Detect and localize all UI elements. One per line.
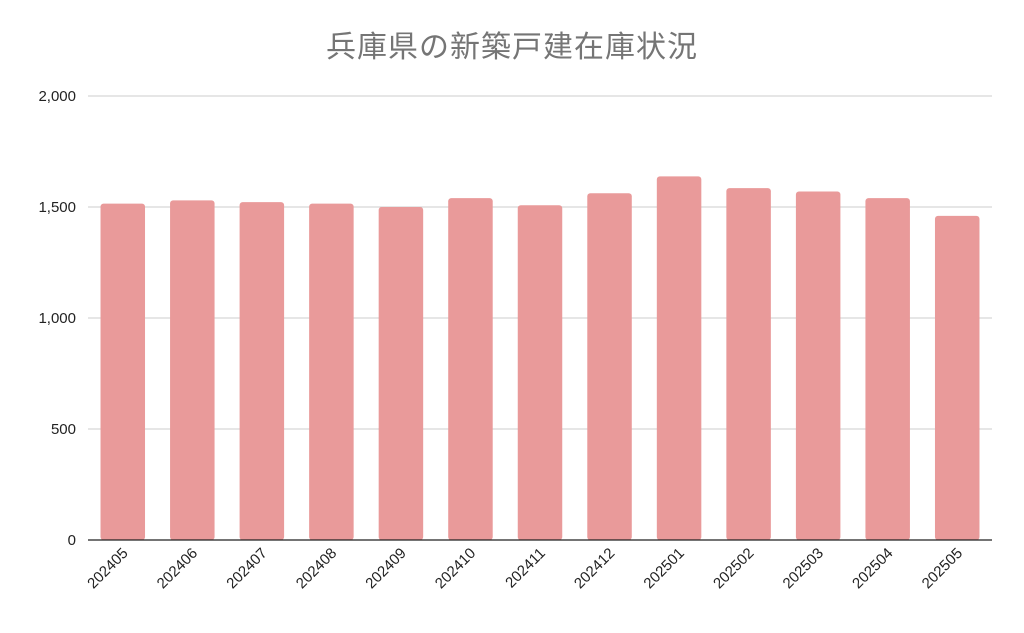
- bar: [587, 193, 632, 540]
- bar: [378, 207, 424, 540]
- bar: [448, 198, 493, 540]
- bar: [170, 200, 215, 540]
- bar: [309, 203, 354, 541]
- bar: [795, 191, 841, 540]
- bar: [239, 202, 285, 540]
- x-tick-label: 202409: [362, 545, 409, 592]
- bar: [100, 203, 146, 541]
- x-tick-label: 202501: [640, 545, 687, 592]
- bar: [934, 215, 980, 540]
- y-tick-label: 1,000: [38, 310, 76, 327]
- bar: [517, 205, 563, 540]
- x-tick-label: 202405: [84, 545, 131, 592]
- x-tick-label: 202505: [919, 545, 966, 592]
- y-tick-label: 500: [51, 421, 76, 438]
- x-tick-label: 202411: [502, 545, 549, 592]
- x-tick-label: 202408: [293, 545, 340, 592]
- bar: [726, 188, 771, 540]
- x-tick-label: 202502: [710, 545, 757, 592]
- x-tick-label: 202504: [849, 545, 896, 592]
- x-tick-label: 202406: [154, 545, 201, 592]
- x-tick-label: 202410: [432, 545, 479, 592]
- x-tick-label: 202407: [223, 545, 270, 592]
- chart-title: 兵庫県の新築戸建在庫状況: [326, 30, 698, 65]
- bars: [100, 176, 980, 541]
- x-tick-label: 202412: [571, 545, 618, 592]
- bar: [865, 198, 910, 540]
- y-tick-label: 1,500: [38, 199, 76, 216]
- y-tick-label: 2,000: [38, 88, 76, 105]
- x-tick-label: 202503: [780, 545, 827, 592]
- bar: [656, 176, 702, 540]
- y-tick-label: 0: [68, 532, 76, 549]
